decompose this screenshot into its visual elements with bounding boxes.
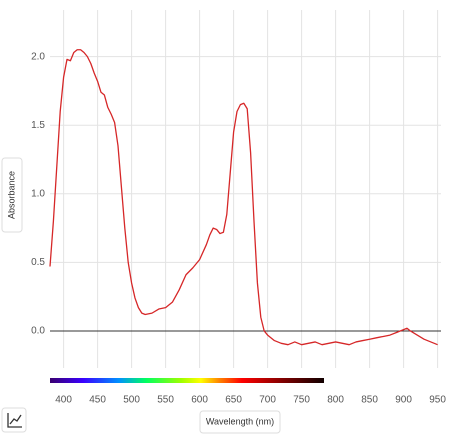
x-tick-label: 750 [293, 395, 310, 406]
y-tick-label: 0.5 [31, 257, 45, 268]
y-tick-label: 1.5 [31, 120, 45, 131]
chart-icon[interactable] [1, 407, 27, 433]
x-tick-label: 600 [191, 395, 208, 406]
y-tick-label: 2.0 [31, 51, 45, 62]
x-tick-label: 450 [89, 395, 106, 406]
icon-axes [7, 413, 22, 428]
y-axis-label: Absorbance [6, 171, 16, 219]
x-tick-label: 700 [259, 395, 276, 406]
grid [50, 10, 441, 368]
y-tick-label: 0.0 [31, 326, 45, 337]
y-tick-label: 1.0 [31, 188, 45, 199]
x-tick-label: 400 [55, 395, 72, 406]
x-tick-label: 800 [327, 395, 344, 406]
x-tick-label: 500 [123, 395, 140, 406]
x-tick-label: 550 [157, 395, 174, 406]
spectrum-bar [50, 378, 324, 383]
x-axis-label: Wavelength (nm) [206, 416, 274, 426]
data-line [49, 49, 438, 346]
x-tick-label: 850 [361, 395, 378, 406]
y-label-box [1, 157, 23, 233]
x-tick-label: 650 [225, 395, 242, 406]
x-label-box [199, 410, 281, 434]
x-tick-label: 900 [395, 395, 412, 406]
x-tick-label: 950 [429, 395, 446, 406]
icon-line [9, 414, 22, 425]
